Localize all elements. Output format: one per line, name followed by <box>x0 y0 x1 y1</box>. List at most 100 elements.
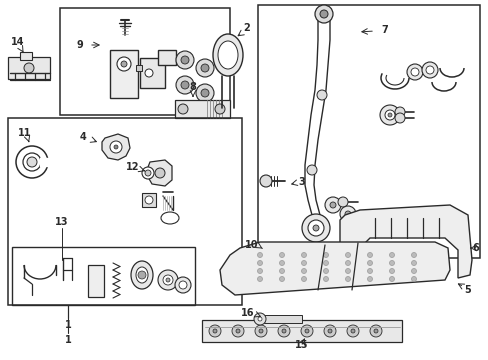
Circle shape <box>201 89 208 97</box>
Circle shape <box>323 261 328 266</box>
Circle shape <box>421 62 437 78</box>
Text: 1: 1 <box>64 335 71 345</box>
Circle shape <box>236 329 240 333</box>
Bar <box>142 193 156 207</box>
Circle shape <box>394 107 404 117</box>
Bar <box>202 320 401 342</box>
Bar <box>88 265 104 297</box>
Circle shape <box>257 252 262 257</box>
Circle shape <box>16 146 48 178</box>
Circle shape <box>394 113 404 123</box>
Circle shape <box>425 66 433 74</box>
Circle shape <box>163 275 173 285</box>
Polygon shape <box>220 242 449 295</box>
Circle shape <box>279 276 284 282</box>
Circle shape <box>301 325 312 337</box>
Bar <box>110 50 138 98</box>
Text: 10: 10 <box>245 240 258 250</box>
Circle shape <box>231 325 244 337</box>
Circle shape <box>389 276 394 282</box>
Text: 6: 6 <box>472 243 478 253</box>
Circle shape <box>319 10 327 18</box>
Circle shape <box>411 269 416 274</box>
Circle shape <box>345 261 350 266</box>
Circle shape <box>323 276 328 282</box>
Bar <box>8 118 242 305</box>
Circle shape <box>24 63 34 73</box>
Circle shape <box>215 104 224 114</box>
Ellipse shape <box>213 34 243 76</box>
Text: 8: 8 <box>189 82 196 92</box>
Polygon shape <box>148 160 172 186</box>
Circle shape <box>27 157 37 167</box>
Bar <box>158 50 176 65</box>
Circle shape <box>282 329 285 333</box>
Circle shape <box>165 278 170 282</box>
Text: 7: 7 <box>381 25 387 35</box>
Bar <box>8 57 50 79</box>
Circle shape <box>345 276 350 282</box>
Circle shape <box>384 110 394 120</box>
Text: 16: 16 <box>241 308 254 318</box>
Circle shape <box>345 211 350 217</box>
Circle shape <box>325 197 340 213</box>
Circle shape <box>145 170 151 176</box>
Circle shape <box>258 317 262 321</box>
Ellipse shape <box>131 261 153 289</box>
Circle shape <box>389 269 394 274</box>
Circle shape <box>314 5 332 23</box>
Circle shape <box>323 252 328 257</box>
Circle shape <box>406 64 422 80</box>
Circle shape <box>253 313 265 325</box>
Bar <box>175 100 229 118</box>
Circle shape <box>254 325 266 337</box>
Circle shape <box>312 225 318 231</box>
Ellipse shape <box>218 41 238 69</box>
Circle shape <box>110 141 122 153</box>
Circle shape <box>181 81 189 89</box>
Polygon shape <box>102 134 130 160</box>
Circle shape <box>367 276 372 282</box>
Circle shape <box>260 175 271 187</box>
Circle shape <box>345 252 350 257</box>
Circle shape <box>389 261 394 266</box>
Circle shape <box>279 269 284 274</box>
Bar <box>60 8 229 115</box>
Circle shape <box>302 214 329 242</box>
Circle shape <box>178 104 187 114</box>
Circle shape <box>367 269 372 274</box>
Text: 15: 15 <box>295 340 308 350</box>
Circle shape <box>121 61 127 67</box>
Text: 3: 3 <box>298 177 305 187</box>
Circle shape <box>213 329 217 333</box>
Circle shape <box>208 325 221 337</box>
Text: 11: 11 <box>18 128 32 138</box>
Circle shape <box>367 261 372 266</box>
Polygon shape <box>339 205 471 278</box>
Circle shape <box>339 206 355 222</box>
Circle shape <box>337 197 347 207</box>
Circle shape <box>411 252 416 257</box>
Circle shape <box>176 76 194 94</box>
Circle shape <box>201 64 208 72</box>
Circle shape <box>259 329 263 333</box>
Text: 13: 13 <box>55 217 69 227</box>
Circle shape <box>369 325 381 337</box>
Text: 2: 2 <box>243 23 250 33</box>
Circle shape <box>279 261 284 266</box>
Circle shape <box>301 276 306 282</box>
Circle shape <box>307 220 324 236</box>
Circle shape <box>114 145 118 149</box>
Circle shape <box>329 202 335 208</box>
Circle shape <box>176 51 194 69</box>
Circle shape <box>145 69 153 77</box>
Ellipse shape <box>161 212 179 224</box>
Circle shape <box>155 168 164 178</box>
Circle shape <box>278 325 289 337</box>
Circle shape <box>345 269 350 274</box>
Circle shape <box>257 261 262 266</box>
Circle shape <box>196 84 214 102</box>
Bar <box>136 65 142 71</box>
Bar <box>264 315 302 323</box>
Bar <box>12 247 195 305</box>
